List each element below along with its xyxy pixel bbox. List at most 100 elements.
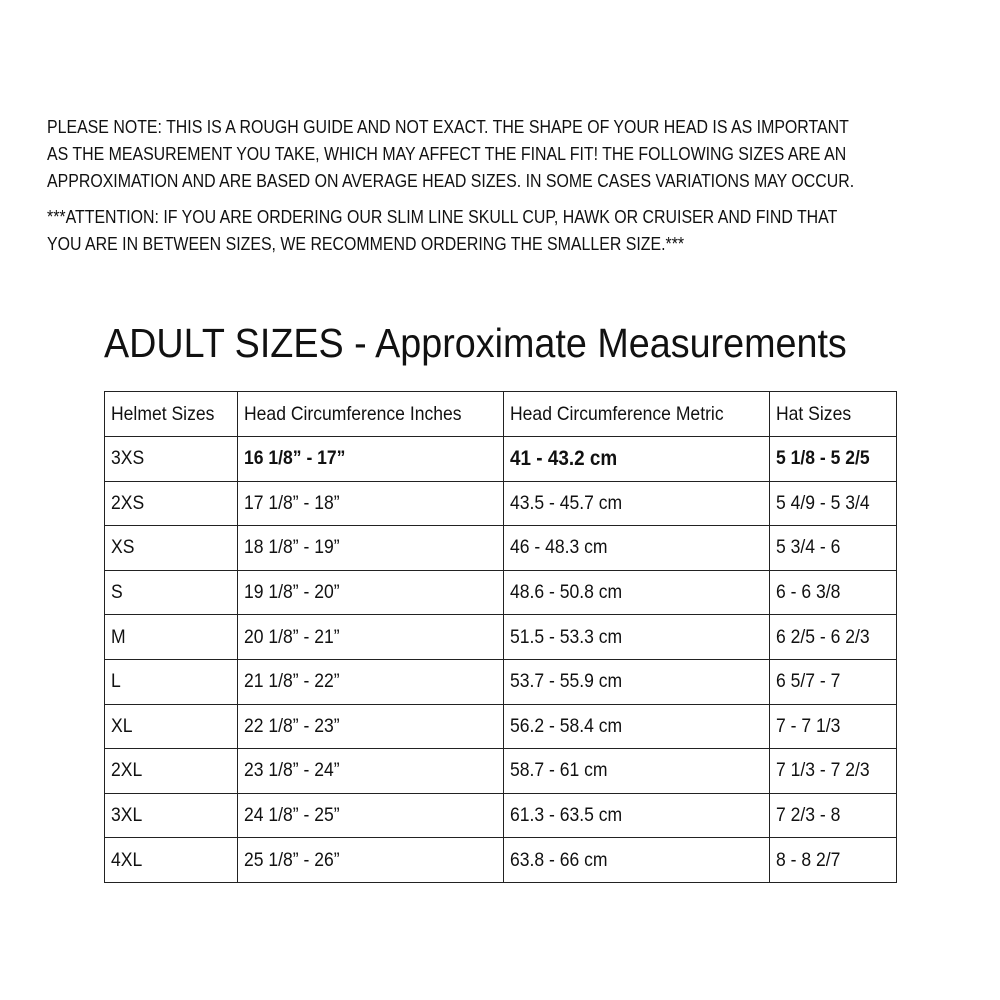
attention-line: ***ATTENTION: IF YOU ARE ORDERING OUR SL…	[47, 206, 838, 227]
table-row: M 20 1/8” - 21” 51.5 - 53.3 cm 6 2/5 - 6 2/…	[104, 614, 897, 660]
cell-text: 2XL	[111, 759, 143, 782]
disclaimer-line: PLEASE NOTE: THIS IS A ROUGH GUIDE AND N…	[47, 116, 849, 137]
cell-inches: 25 1/8” - 26”	[237, 837, 504, 883]
header-hat-size: Hat Sizes	[769, 391, 897, 437]
cell-metric: 41 - 43.2 cm	[503, 436, 770, 482]
cell-hat-size: 8 - 8 2/7	[769, 837, 897, 883]
cell-text: 16 1/8” - 17”	[244, 447, 346, 470]
table-row: 2XL 23 1/8” - 24” 58.7 - 61 cm 7 1/3 - 7 2/…	[104, 748, 897, 794]
cell-text: Head Circumference Metric	[510, 402, 724, 425]
cell-text: 17 1/8” - 18”	[244, 491, 340, 514]
cell-text: 4XL	[111, 848, 143, 871]
cell-metric: 53.7 - 55.9 cm	[503, 658, 770, 705]
table-row: S 19 1/8” - 20” 48.6 - 50.8 cm 6 - 6 3/8	[104, 569, 897, 616]
cell-hat-size: 6 - 6 3/8	[769, 569, 897, 616]
cell-metric: 63.8 - 66 cm	[503, 837, 770, 883]
cell-inches: 21 1/8” - 22”	[237, 658, 504, 705]
cell-metric: 56.2 - 58.4 cm	[503, 703, 770, 750]
attention-line: YOU ARE IN BETWEEN SIZES, WE RECOMMEND O…	[47, 233, 685, 254]
cell-text: 46 - 48.3 cm	[510, 536, 608, 559]
cell-metric: 48.6 - 50.8 cm	[503, 569, 770, 616]
table-header-row: Helmet Sizes Head Circumference Inches Hea…	[104, 391, 897, 437]
cell-helmet-size: M	[104, 614, 238, 660]
cell-text: 58.7 - 61 cm	[510, 759, 608, 782]
table-row: XS 18 1/8” - 19” 46 - 48.3 cm 5 3/4 - 6	[104, 525, 897, 571]
cell-text: 6 5/7 - 7	[776, 670, 841, 693]
cell-text: S	[111, 581, 123, 604]
cell-helmet-size: XL	[104, 703, 238, 750]
cell-text: 48.6 - 50.8 cm	[510, 581, 623, 604]
cell-helmet-size: 4XL	[104, 837, 238, 883]
cell-helmet-size: 2XS	[104, 480, 238, 527]
header-metric: Head Circumference Metric	[503, 391, 770, 437]
cell-hat-size: 7 2/3 - 8	[769, 792, 897, 839]
cell-text: 2XS	[111, 491, 145, 514]
cell-text: 5 4/9 - 5 3/4	[776, 491, 870, 514]
cell-text: 21 1/8” - 22”	[244, 670, 340, 693]
cell-inches: 20 1/8” - 21”	[237, 614, 504, 660]
cell-helmet-size: XS	[104, 525, 238, 571]
cell-helmet-size: 3XS	[104, 436, 238, 482]
cell-text: 25 1/8” - 26”	[244, 848, 340, 871]
fit-disclaimer: PLEASE NOTE: THIS IS A ROUGH GUIDE AND N…	[47, 113, 854, 194]
cell-text: 19 1/8” - 20”	[244, 581, 340, 604]
cell-text: 22 1/8” - 23”	[244, 714, 340, 737]
attention-note: ***ATTENTION: IF YOU ARE ORDERING OUR SL…	[47, 203, 837, 257]
cell-helmet-size: S	[104, 569, 238, 616]
cell-hat-size: 6 5/7 - 7	[769, 658, 897, 705]
table-row: 4XL 25 1/8” - 26” 63.8 - 66 cm 8 - 8 2/7	[104, 837, 897, 883]
cell-text: 7 2/3 - 8	[776, 804, 841, 827]
cell-text: 3XS	[111, 447, 145, 470]
cell-inches: 19 1/8” - 20”	[237, 569, 504, 616]
cell-metric: 61.3 - 63.5 cm	[503, 792, 770, 839]
cell-metric: 51.5 - 53.3 cm	[503, 614, 770, 660]
cell-text: 8 - 8 2/7	[776, 848, 841, 871]
cell-text: 3XL	[111, 804, 143, 827]
cell-helmet-size: 3XL	[104, 792, 238, 839]
cell-text: XL	[111, 714, 133, 737]
cell-hat-size: 5 1/8 - 5 2/5	[769, 436, 897, 482]
cell-inches: 18 1/8” - 19”	[237, 525, 504, 571]
cell-text: 61.3 - 63.5 cm	[510, 804, 623, 827]
header-helmet-size: Helmet Sizes	[104, 391, 238, 437]
disclaimer-line: AS THE MEASUREMENT YOU TAKE, WHICH MAY A…	[47, 143, 847, 164]
cell-inches: 17 1/8” - 18”	[237, 480, 504, 527]
cell-helmet-size: L	[104, 658, 238, 705]
cell-hat-size: 7 - 7 1/3	[769, 703, 897, 750]
cell-text: 20 1/8” - 21”	[244, 625, 340, 648]
cell-inches: 22 1/8” - 23”	[237, 703, 504, 750]
cell-inches: 24 1/8” - 25”	[237, 792, 504, 839]
table-row: L 21 1/8” - 22” 53.7 - 55.9 cm 6 5/7 - 7	[104, 658, 897, 705]
cell-text: 18 1/8” - 19”	[244, 536, 340, 559]
table-row: 3XL 24 1/8” - 25” 61.3 - 63.5 cm 7 2/3 - 8	[104, 792, 897, 839]
cell-text: XS	[111, 536, 135, 559]
cell-inches: 16 1/8” - 17”	[237, 436, 504, 482]
cell-metric: 58.7 - 61 cm	[503, 748, 770, 794]
cell-inches: 23 1/8” - 24”	[237, 748, 504, 794]
cell-metric: 46 - 48.3 cm	[503, 525, 770, 571]
cell-text: 51.5 - 53.3 cm	[510, 625, 623, 648]
cell-helmet-size: 2XL	[104, 748, 238, 794]
cell-text: 63.8 - 66 cm	[510, 848, 608, 871]
cell-text: 56.2 - 58.4 cm	[510, 714, 623, 737]
cell-text: 41 - 43.2 cm	[510, 446, 618, 470]
cell-hat-size: 6 2/5 - 6 2/3	[769, 614, 897, 660]
cell-text: M	[111, 625, 126, 648]
table-row: 3XS 16 1/8” - 17” 41 - 43.2 cm 5 1/8 - 5 2/…	[104, 436, 897, 482]
cell-hat-size: 5 4/9 - 5 3/4	[769, 480, 897, 527]
cell-text: 7 1/3 - 7 2/3	[776, 759, 870, 782]
cell-text: 5 3/4 - 6	[776, 536, 841, 559]
cell-metric: 43.5 - 45.7 cm	[503, 480, 770, 527]
cell-text: 53.7 - 55.9 cm	[510, 670, 623, 693]
cell-text: 6 2/5 - 6 2/3	[776, 625, 870, 648]
cell-hat-size: 5 3/4 - 6	[769, 525, 897, 571]
size-chart-table: Helmet Sizes Head Circumference Inches Hea…	[104, 391, 897, 883]
cell-hat-size: 7 1/3 - 7 2/3	[769, 748, 897, 794]
cell-text: 43.5 - 45.7 cm	[510, 491, 623, 514]
cell-text: Helmet Sizes	[111, 402, 215, 425]
page-title: ADULT SIZES - Approximate Measurements	[104, 320, 847, 366]
cell-text: 6 - 6 3/8	[776, 581, 841, 604]
header-inches: Head Circumference Inches	[237, 391, 504, 437]
cell-text: 24 1/8” - 25”	[244, 804, 340, 827]
table-row: XL 22 1/8” - 23” 56.2 - 58.4 cm 7 - 7 1/3	[104, 703, 897, 750]
